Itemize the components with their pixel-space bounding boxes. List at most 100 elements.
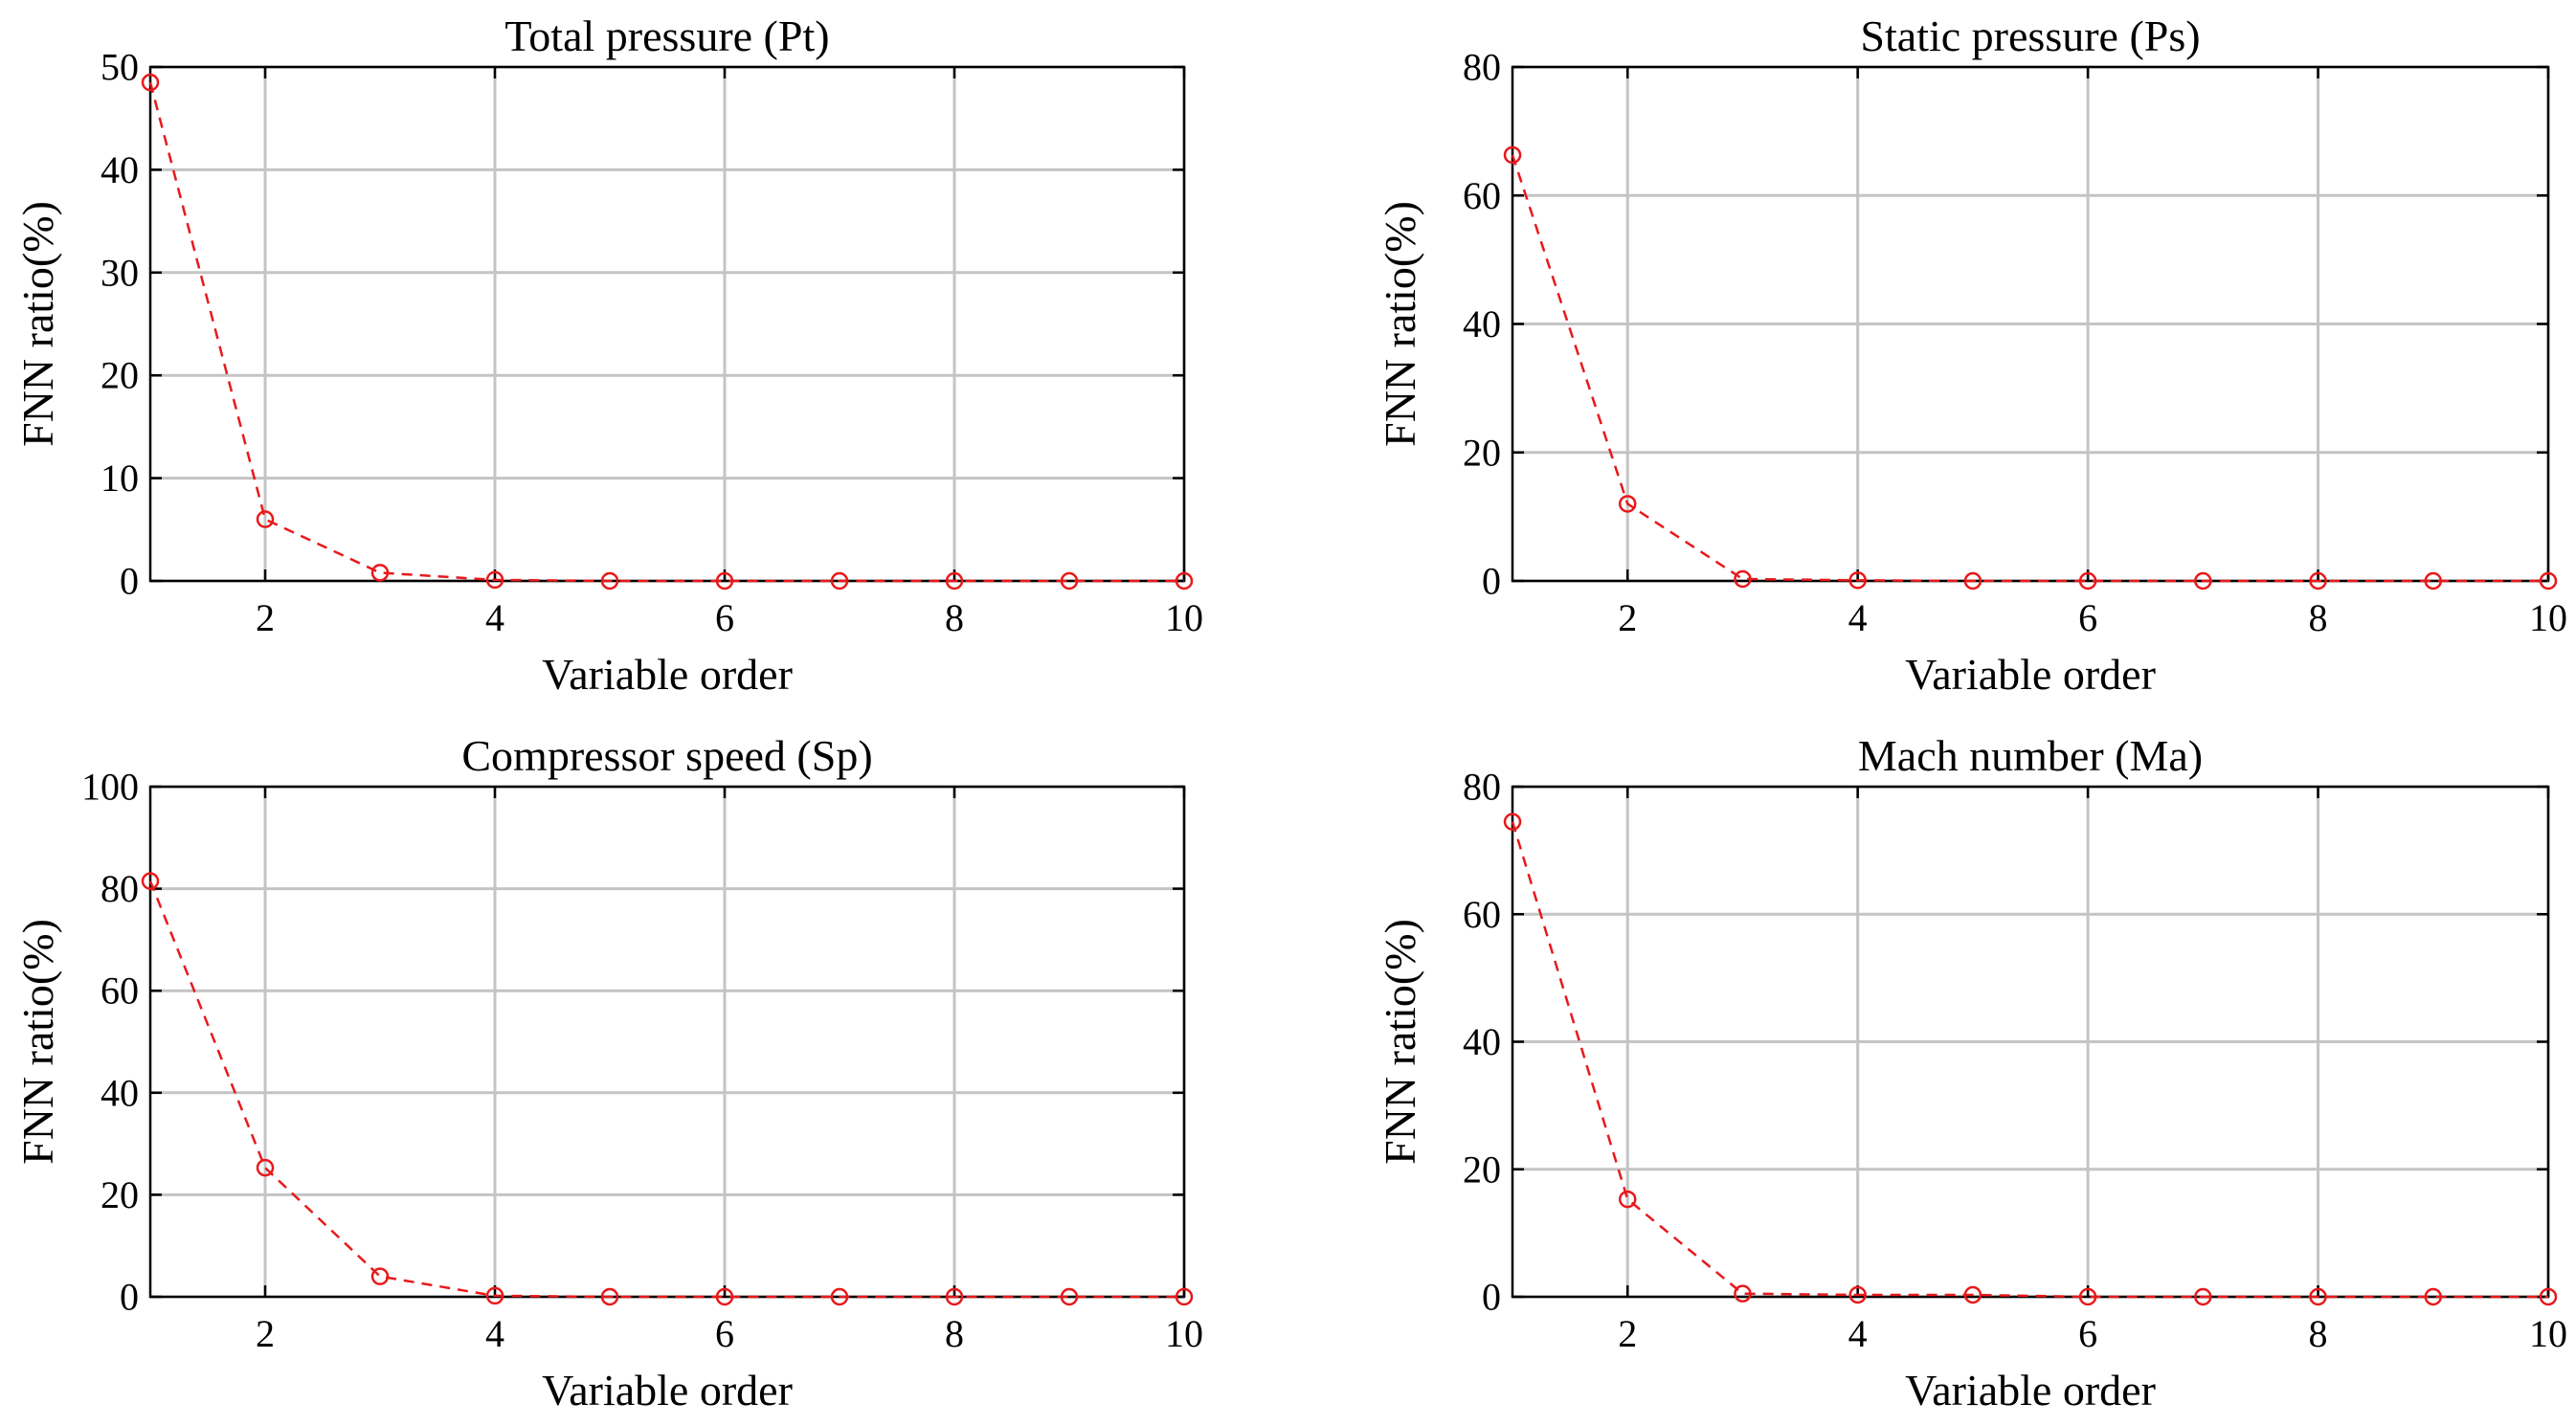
x-axis-label: Variable order bbox=[1905, 1366, 2156, 1415]
x-axis-label: Variable order bbox=[542, 650, 793, 699]
data-point bbox=[1963, 571, 1982, 590]
y-tick-label: 20 bbox=[101, 1173, 139, 1216]
x-tick-label: 6 bbox=[715, 1312, 734, 1355]
data-point bbox=[2424, 571, 2443, 590]
x-tick-label: 10 bbox=[2529, 1312, 2567, 1355]
y-axis-label: FNN ratio(%) bbox=[1376, 919, 1424, 1165]
data-point bbox=[1618, 495, 1637, 513]
data-point bbox=[141, 872, 160, 890]
data-point bbox=[485, 570, 504, 590]
chart-panel-1: 2 4 6 8 10 0 10 20 30 40 50 Total pressure (Pt) Vari… bbox=[13, 11, 1203, 699]
data-point bbox=[715, 1287, 734, 1306]
series-line bbox=[148, 880, 1184, 1299]
data-point bbox=[256, 1158, 275, 1177]
y-tick-label: 40 bbox=[1463, 1020, 1501, 1063]
data-point bbox=[945, 571, 964, 590]
x-tick-label: 2 bbox=[1618, 1312, 1637, 1355]
series-1 bbox=[1503, 813, 2558, 1306]
data-point bbox=[1848, 571, 1867, 590]
x-tick-label: 4 bbox=[1848, 596, 1868, 639]
grid bbox=[1512, 785, 2550, 1299]
x-tick-label: 8 bbox=[2309, 1312, 2328, 1355]
data-point bbox=[2539, 1287, 2558, 1306]
x-tick-label: 6 bbox=[2078, 1312, 2097, 1355]
chart-title: Mach number (Ma) bbox=[1858, 731, 2203, 780]
x-tick-label: 8 bbox=[945, 596, 964, 639]
chart-panel-4: 2 4 6 8 10 0 20 40 60 80 Mach number (Ma) Variable … bbox=[1376, 731, 2567, 1415]
data-point bbox=[2194, 1287, 2212, 1306]
y-tick-label: 40 bbox=[101, 1071, 139, 1114]
data-point bbox=[830, 571, 849, 590]
data-point bbox=[1963, 1285, 1982, 1304]
y-tick-label: 0 bbox=[120, 1276, 139, 1319]
data-point bbox=[1060, 571, 1079, 590]
x-tick-label: 10 bbox=[2529, 596, 2567, 639]
data-point bbox=[2539, 571, 2558, 590]
chart-title: Compressor speed (Sp) bbox=[461, 731, 872, 780]
y-tick-label: 50 bbox=[101, 46, 139, 89]
y-tick-label: 0 bbox=[120, 560, 139, 603]
axes-box bbox=[148, 65, 1186, 583]
y-tick-label: 60 bbox=[101, 969, 139, 1013]
series-1 bbox=[141, 872, 1194, 1306]
y-tick-label: 60 bbox=[1463, 893, 1501, 936]
x-axis-label: Variable order bbox=[542, 1366, 793, 1415]
y-tick-label: 30 bbox=[101, 251, 139, 294]
y-tick-label: 80 bbox=[1463, 766, 1501, 809]
x-tick-label: 10 bbox=[1165, 1312, 1203, 1355]
y-axis-label: FNN ratio(%) bbox=[1376, 201, 1424, 447]
data-point bbox=[1618, 1190, 1637, 1209]
y-axis-label: FNN ratio(%) bbox=[13, 919, 62, 1165]
data-point bbox=[1060, 1287, 1079, 1306]
data-point bbox=[945, 1287, 964, 1306]
x-tick-label: 4 bbox=[1848, 1312, 1868, 1355]
axes-box bbox=[148, 785, 1186, 1299]
data-point bbox=[715, 571, 734, 590]
x-tick-label: 2 bbox=[256, 1312, 275, 1355]
x-tick-label: 4 bbox=[485, 1312, 504, 1355]
y-tick-label: 40 bbox=[1463, 302, 1501, 345]
y-tick-label: 40 bbox=[101, 148, 139, 191]
y-tick-label: 20 bbox=[1463, 1147, 1501, 1191]
series-line bbox=[148, 81, 1184, 583]
x-axis-label: Variable order bbox=[1905, 650, 2156, 699]
x-tick-label: 6 bbox=[2078, 596, 2097, 639]
x-tick-label: 2 bbox=[1618, 596, 1637, 639]
y-tick-label: 20 bbox=[101, 354, 139, 397]
y-tick-label: 80 bbox=[1463, 46, 1501, 89]
data-point bbox=[370, 1267, 390, 1285]
data-point bbox=[1175, 571, 1194, 590]
data-point bbox=[1734, 569, 1752, 589]
y-axis-label: FNN ratio(%) bbox=[13, 201, 62, 447]
y-tick-label: 20 bbox=[1463, 431, 1501, 474]
x-tick-label: 6 bbox=[715, 596, 734, 639]
x-tick-label: 10 bbox=[1165, 596, 1203, 639]
series-1 bbox=[141, 73, 1194, 590]
data-point bbox=[1848, 1285, 1867, 1304]
data-point bbox=[485, 1286, 504, 1305]
data-point bbox=[2309, 1287, 2327, 1306]
data-point bbox=[600, 1287, 619, 1306]
data-point bbox=[370, 564, 390, 582]
y-tick-label: 10 bbox=[101, 457, 139, 500]
data-point bbox=[2309, 571, 2327, 590]
data-point bbox=[2194, 571, 2212, 590]
series-line bbox=[1511, 154, 2548, 583]
x-tick-label: 8 bbox=[2309, 596, 2328, 639]
data-point bbox=[256, 510, 275, 528]
series-line bbox=[1511, 821, 2548, 1299]
grid bbox=[150, 65, 1186, 583]
chart-title: Total pressure (Pt) bbox=[504, 11, 829, 60]
data-point bbox=[2078, 571, 2097, 590]
grid bbox=[150, 785, 1186, 1299]
data-point bbox=[600, 571, 619, 590]
series-1 bbox=[1503, 145, 2558, 590]
x-tick-label: 2 bbox=[256, 596, 275, 639]
data-point bbox=[141, 73, 160, 92]
data-point bbox=[2424, 1287, 2443, 1306]
data-point bbox=[2078, 1287, 2097, 1306]
x-tick-label: 4 bbox=[485, 596, 504, 639]
chart-title: Static pressure (Ps) bbox=[1860, 11, 2200, 60]
